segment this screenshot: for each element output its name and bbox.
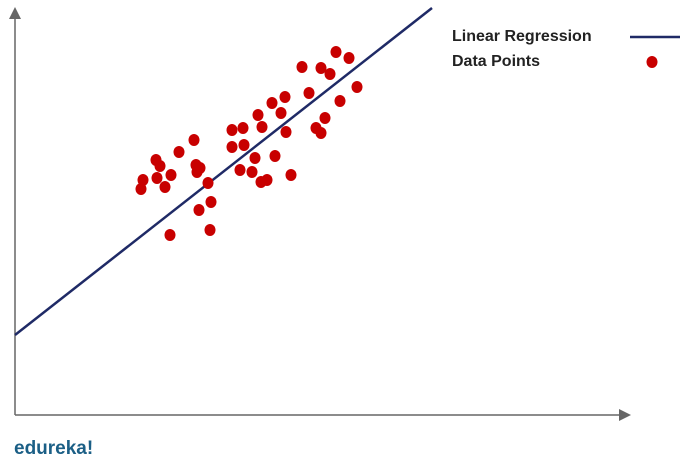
data-point bbox=[204, 224, 216, 236]
data-point bbox=[238, 139, 250, 151]
data-point bbox=[280, 126, 292, 138]
data-point bbox=[279, 91, 291, 103]
regression-line bbox=[14, 7, 433, 336]
legend: Linear Regression Data Points bbox=[452, 28, 680, 70]
data-point bbox=[173, 146, 185, 158]
data-point bbox=[351, 81, 363, 93]
data-point bbox=[319, 112, 331, 124]
data-point bbox=[252, 109, 264, 121]
legend-label: Linear Regression bbox=[452, 28, 592, 45]
data-point bbox=[246, 166, 258, 178]
data-point bbox=[330, 46, 342, 58]
data-point bbox=[151, 172, 163, 184]
data-point bbox=[205, 196, 217, 208]
data-point bbox=[324, 68, 336, 80]
legend-label: Data Points bbox=[452, 53, 540, 70]
data-point bbox=[303, 87, 315, 99]
data-point bbox=[226, 124, 238, 136]
data-point bbox=[266, 97, 278, 109]
logo: edureka! bbox=[14, 438, 93, 459]
data-point bbox=[188, 134, 200, 146]
plot-area bbox=[14, 7, 433, 336]
data-point bbox=[237, 122, 249, 134]
data-point bbox=[202, 177, 214, 189]
data-point bbox=[296, 61, 308, 73]
data-point bbox=[249, 152, 261, 164]
data-point bbox=[165, 169, 177, 181]
data-point bbox=[334, 95, 346, 107]
data-point bbox=[269, 150, 281, 162]
data-point bbox=[315, 62, 327, 74]
data-point bbox=[135, 183, 147, 195]
data-point bbox=[275, 107, 287, 119]
data-point bbox=[315, 127, 327, 139]
data-point bbox=[256, 121, 268, 133]
data-point bbox=[343, 52, 355, 64]
data-point bbox=[164, 229, 176, 241]
legend-swatch bbox=[646, 56, 658, 68]
data-point bbox=[137, 174, 149, 186]
data-point bbox=[193, 204, 205, 216]
data-point bbox=[226, 141, 238, 153]
data-point bbox=[285, 169, 297, 181]
data-point bbox=[261, 174, 273, 186]
data-point bbox=[154, 160, 166, 172]
data-point bbox=[191, 166, 203, 178]
data-point bbox=[234, 164, 246, 176]
data-point bbox=[159, 181, 171, 193]
